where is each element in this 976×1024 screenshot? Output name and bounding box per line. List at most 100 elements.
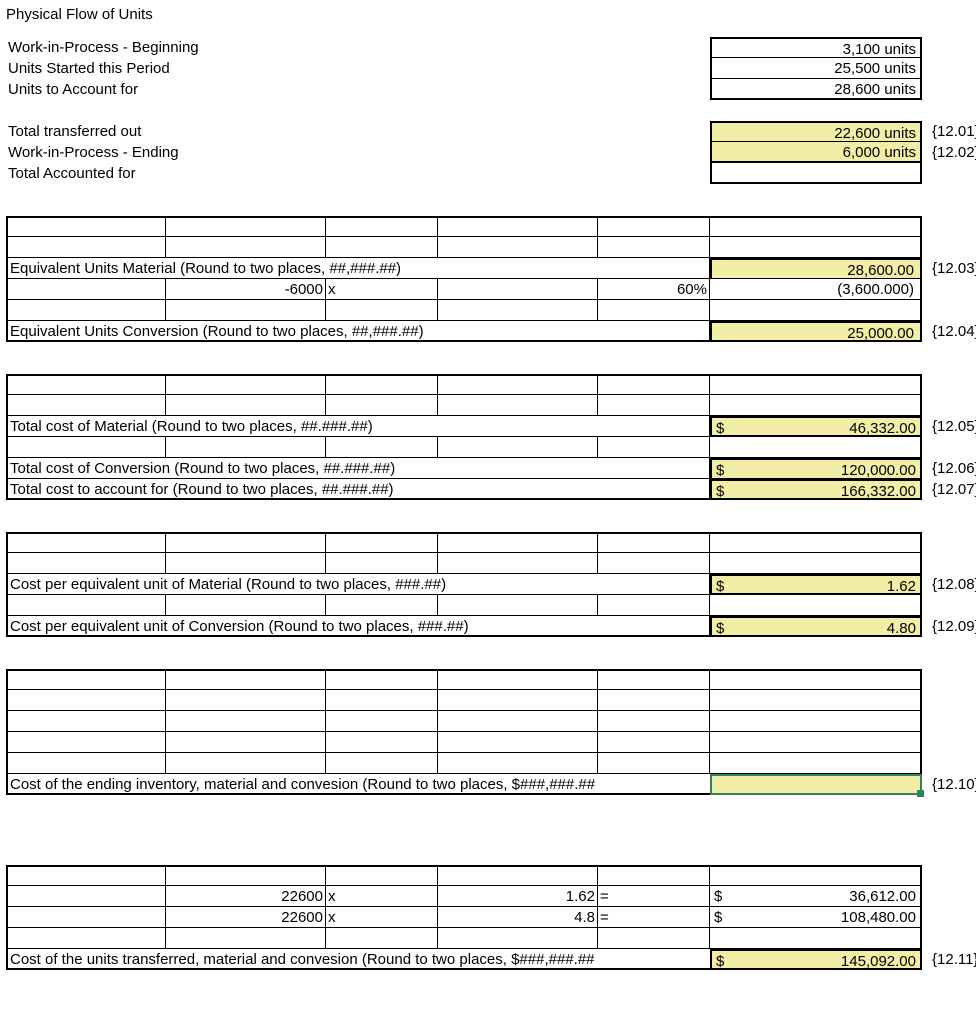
cell[interactable] bbox=[326, 553, 438, 574]
cell[interactable] bbox=[710, 532, 922, 553]
row-cost-mat-value[interactable]: $ 46,332.00 bbox=[710, 416, 922, 437]
row-cost-tot-value[interactable]: $ 166,332.00 bbox=[710, 479, 922, 500]
cell[interactable] bbox=[438, 300, 598, 321]
cell[interactable] bbox=[438, 865, 598, 886]
cell[interactable] bbox=[6, 216, 166, 237]
cell[interactable] bbox=[326, 395, 438, 416]
cell[interactable] bbox=[326, 532, 438, 553]
cell[interactable] bbox=[166, 865, 326, 886]
equ-mat-a[interactable]: -6000 bbox=[166, 279, 326, 300]
cell[interactable] bbox=[598, 553, 710, 574]
row-cpu-conv-value[interactable]: $ 4.80 bbox=[710, 616, 922, 637]
cell[interactable] bbox=[6, 669, 166, 690]
cell[interactable] bbox=[598, 595, 710, 616]
cell[interactable] bbox=[710, 437, 922, 458]
cell[interactable] bbox=[438, 279, 598, 300]
cell[interactable] bbox=[326, 237, 438, 258]
cell[interactable] bbox=[598, 865, 710, 886]
cell[interactable] bbox=[6, 907, 166, 928]
equ-mat-pct[interactable]: 60% bbox=[598, 279, 710, 300]
cell[interactable] bbox=[326, 669, 438, 690]
calc2-a[interactable]: 22600 bbox=[166, 907, 326, 928]
cell[interactable] bbox=[710, 595, 922, 616]
cell[interactable] bbox=[6, 279, 166, 300]
cell[interactable] bbox=[166, 669, 326, 690]
row-cpu-mat-label: Cost per equivalent unit of Material (Ro… bbox=[6, 574, 710, 595]
cell[interactable] bbox=[6, 437, 166, 458]
cell[interactable] bbox=[6, 865, 166, 886]
cell[interactable] bbox=[598, 237, 710, 258]
calc2-val[interactable]: $ 108,480.00 bbox=[710, 907, 922, 928]
cell[interactable] bbox=[598, 300, 710, 321]
cell[interactable] bbox=[6, 300, 166, 321]
calc1-b[interactable]: 1.62 bbox=[438, 886, 598, 907]
cell[interactable] bbox=[6, 374, 166, 395]
cell[interactable] bbox=[438, 595, 598, 616]
cell[interactable] bbox=[438, 216, 598, 237]
equ-mat-val[interactable]: (3,600.000) bbox=[710, 279, 922, 300]
cell[interactable] bbox=[6, 595, 166, 616]
cell[interactable] bbox=[598, 374, 710, 395]
cell[interactable] bbox=[6, 886, 166, 907]
cell[interactable] bbox=[438, 395, 598, 416]
cell[interactable] bbox=[166, 300, 326, 321]
cell[interactable] bbox=[6, 928, 166, 949]
cell[interactable] bbox=[166, 216, 326, 237]
cell[interactable] bbox=[6, 395, 166, 416]
row-equ-mat-value[interactable]: 28,600.00 bbox=[710, 258, 922, 279]
cell[interactable] bbox=[166, 553, 326, 574]
row-cost-conv-value[interactable]: $ 120,000.00 bbox=[710, 458, 922, 479]
row-totacct-value[interactable] bbox=[710, 163, 922, 184]
calc1-a[interactable]: 22600 bbox=[166, 886, 326, 907]
cell[interactable] bbox=[710, 237, 922, 258]
cell[interactable] bbox=[326, 595, 438, 616]
cell[interactable] bbox=[710, 300, 922, 321]
cell[interactable] bbox=[438, 437, 598, 458]
cell[interactable] bbox=[710, 395, 922, 416]
cell[interactable] bbox=[598, 669, 710, 690]
cell[interactable] bbox=[326, 374, 438, 395]
cell[interactable] bbox=[6, 237, 166, 258]
cell[interactable] bbox=[166, 595, 326, 616]
cell[interactable] bbox=[6, 553, 166, 574]
cell[interactable] bbox=[598, 532, 710, 553]
cell[interactable] bbox=[6, 753, 166, 774]
cell[interactable] bbox=[438, 669, 598, 690]
cell[interactable] bbox=[166, 532, 326, 553]
cell[interactable] bbox=[598, 216, 710, 237]
cell[interactable] bbox=[438, 553, 598, 574]
cell[interactable] bbox=[166, 437, 326, 458]
calc2-b[interactable]: 4.8 bbox=[438, 907, 598, 928]
cell[interactable] bbox=[710, 669, 922, 690]
row-wip-beg-value[interactable]: 3,100 units bbox=[710, 37, 922, 58]
cell[interactable] bbox=[6, 690, 166, 711]
cell[interactable] bbox=[326, 437, 438, 458]
cell[interactable] bbox=[438, 532, 598, 553]
row-xfer-cost-value[interactable]: $ 145,092.00 bbox=[710, 949, 922, 970]
row-wip-end-value[interactable]: 6,000 units bbox=[710, 142, 922, 163]
cell[interactable] bbox=[326, 216, 438, 237]
row-started-value[interactable]: 25,500 units bbox=[710, 58, 922, 79]
cell[interactable] bbox=[326, 300, 438, 321]
cell[interactable] bbox=[166, 237, 326, 258]
cell[interactable] bbox=[438, 237, 598, 258]
row-cpu-mat-value[interactable]: $ 1.62 bbox=[710, 574, 922, 595]
cell[interactable] bbox=[166, 395, 326, 416]
cell[interactable] bbox=[598, 395, 710, 416]
cell[interactable] bbox=[598, 437, 710, 458]
cell[interactable] bbox=[710, 374, 922, 395]
cell[interactable] bbox=[166, 374, 326, 395]
row-equ-conv-value[interactable]: 25,000.00 bbox=[710, 321, 922, 342]
cell[interactable] bbox=[710, 553, 922, 574]
selected-cell[interactable] bbox=[710, 774, 922, 795]
calc1-val[interactable]: $ 36,612.00 bbox=[710, 886, 922, 907]
row-xferout-value[interactable]: 22,600 units bbox=[710, 121, 922, 142]
cell[interactable] bbox=[710, 216, 922, 237]
row-account-value[interactable]: 28,600 units bbox=[710, 79, 922, 100]
cell[interactable] bbox=[710, 865, 922, 886]
cell[interactable] bbox=[326, 865, 438, 886]
cell[interactable] bbox=[6, 532, 166, 553]
cell[interactable] bbox=[438, 374, 598, 395]
cell[interactable] bbox=[6, 711, 166, 732]
cell[interactable] bbox=[6, 732, 166, 753]
